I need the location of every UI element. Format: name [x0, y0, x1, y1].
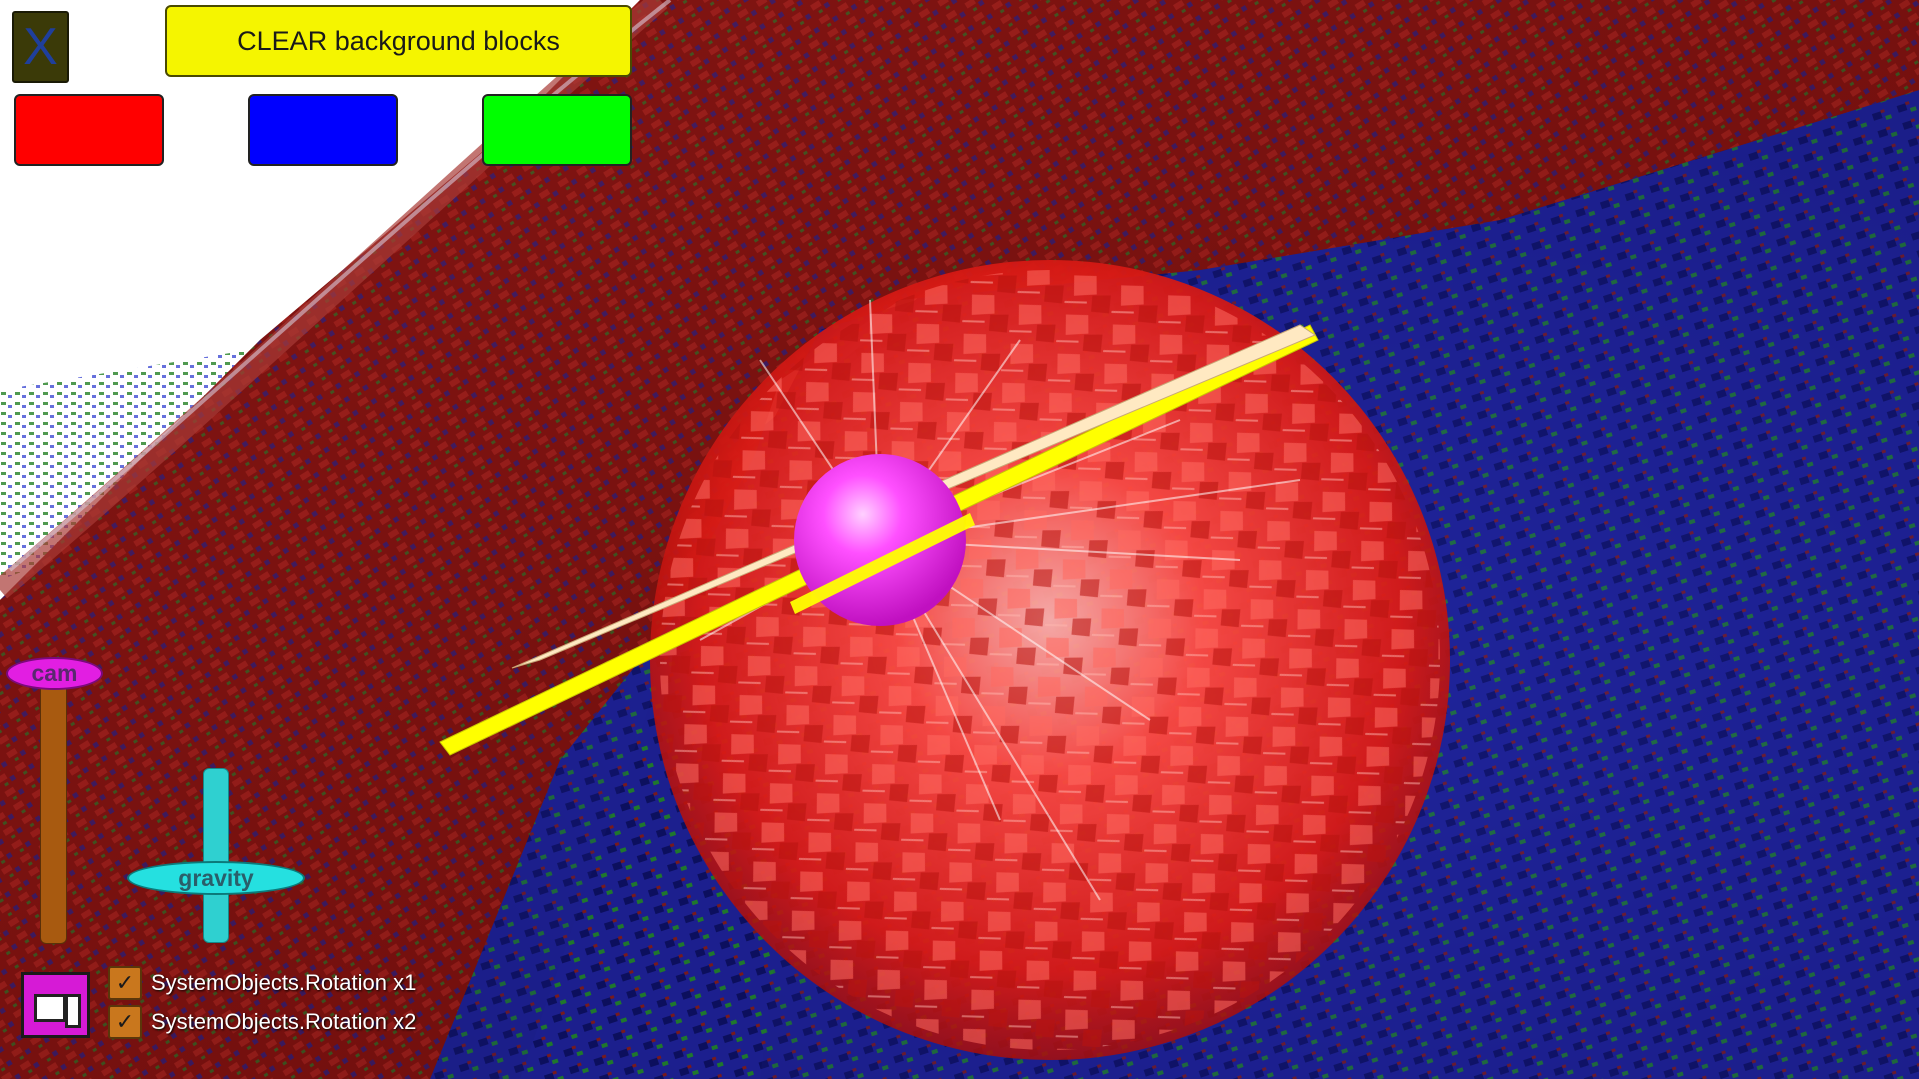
- clear-background-blocks-button[interactable]: CLEAR background blocks: [165, 5, 632, 77]
- rotation-x2-option[interactable]: ✓ SystemObjects.Rotation x2: [108, 1005, 416, 1039]
- rotation-x2-label: SystemObjects.Rotation x2: [151, 1009, 417, 1034]
- rotation-x2-checkbox[interactable]: ✓: [108, 1005, 142, 1039]
- cam-slider-track[interactable]: [40, 676, 67, 944]
- panel-icon-box: [34, 994, 66, 1022]
- gravity-slider-label: gravity: [178, 864, 254, 891]
- rotation-x1-label: SystemObjects.Rotation x1: [151, 970, 417, 995]
- gravity-slider-track[interactable]: [203, 768, 229, 943]
- cam-slider-knob[interactable]: cam: [6, 657, 103, 690]
- blue-color-button[interactable]: [248, 94, 398, 166]
- cam-slider-label: cam: [31, 660, 78, 686]
- rotation-x1-checkbox[interactable]: ✓: [108, 966, 142, 1000]
- red-color-button[interactable]: [14, 94, 164, 166]
- rotation-x1-option[interactable]: ✓ SystemObjects.Rotation x1: [108, 966, 416, 1000]
- panel-icon-bar: [65, 994, 81, 1028]
- gravity-slider-knob[interactable]: gravity: [127, 861, 305, 895]
- wall-ridge-light: [8, 0, 672, 572]
- close-button[interactable]: X: [12, 11, 69, 83]
- beam-over-sphere: [790, 513, 975, 614]
- checkmark-icon: ✓: [115, 1009, 135, 1034]
- window-panel-icon[interactable]: [21, 972, 90, 1038]
- checkmark-icon: ✓: [115, 970, 135, 995]
- green-color-button[interactable]: [482, 94, 632, 166]
- clear-button-label: CLEAR background blocks: [237, 25, 560, 56]
- close-icon: X: [23, 18, 58, 76]
